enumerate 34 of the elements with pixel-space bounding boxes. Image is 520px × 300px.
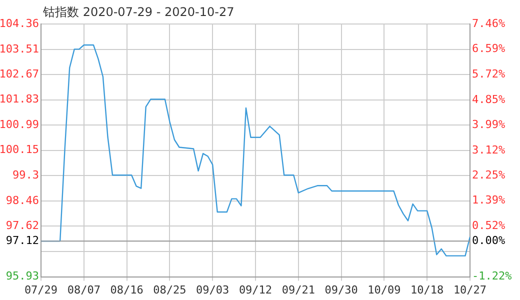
y-tick-label: 99.3 [12, 168, 39, 182]
x-tick-label: 09/30 [324, 283, 358, 296]
y2-tick-label: 7.46% [472, 16, 506, 30]
x-tick-label: 08/25 [153, 283, 186, 296]
y2-tick-label: 1.39% [472, 194, 506, 207]
x-tick-label: 10/18 [410, 283, 444, 296]
y2-tick-label: -1.22% [472, 270, 512, 283]
y-tick-label: 95.93 [6, 270, 39, 283]
x-tick-label: 09/21 [282, 283, 315, 296]
y-tick-label: 97.62 [6, 218, 39, 232]
y2-tick-label: 4.85% [472, 92, 506, 106]
y-tick-label: 102.67 [0, 68, 39, 81]
x-tick-label: 10/09 [368, 283, 401, 296]
x-tick-label: 08/16 [110, 283, 144, 296]
y2-tick-label: 5.72% [472, 68, 506, 81]
y-tick-label: 97.12 [6, 234, 39, 247]
x-tick-label: 09/03 [196, 283, 230, 296]
x-tick-label: 10/27 [453, 283, 487, 296]
y2-tick-label: 0.00% [472, 234, 506, 248]
y-tick-label: 103.51 [0, 42, 39, 56]
y2-tick-label: 2.25% [472, 168, 506, 182]
y2-tick-label: 0.52% [472, 218, 506, 232]
x-tick-label: 07/29 [24, 283, 58, 296]
y-tick-label: 104.36 [0, 16, 39, 30]
y-tick-label: 98.46 [6, 194, 39, 207]
y2-tick-label: 6.59% [472, 42, 506, 56]
y2-tick-label: 3.12% [472, 143, 506, 156]
y-tick-label: 101.83 [0, 92, 39, 106]
x-tick-label: 09/12 [238, 283, 272, 296]
y-tick-label: 100.99 [0, 118, 39, 131]
chart-title: 钴指数 2020-07-29 - 2020-10-27 [42, 5, 234, 20]
y2-tick-label: 3.99% [472, 118, 506, 131]
x-tick-label: 08/07 [67, 283, 100, 296]
y-tick-label: 100.15 [0, 143, 39, 156]
